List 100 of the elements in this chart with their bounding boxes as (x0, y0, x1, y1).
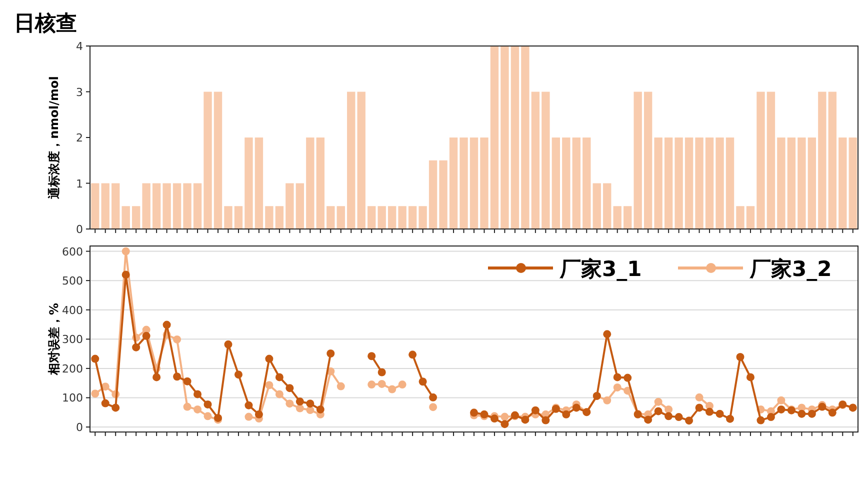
point (296, 404, 304, 412)
bar (654, 138, 662, 229)
bar (244, 138, 253, 229)
point (336, 382, 345, 390)
y-tick-label: 100 (62, 392, 83, 405)
bar (562, 138, 570, 229)
bar (848, 138, 857, 229)
y-tick-label: 300 (62, 333, 83, 346)
legend-label: 厂家3_1 (559, 257, 642, 281)
bar (122, 206, 130, 229)
point (378, 380, 386, 388)
point (204, 412, 212, 420)
point (183, 402, 192, 411)
bar (756, 92, 765, 229)
bar (838, 138, 847, 229)
y-tick-label: 200 (62, 362, 83, 376)
bar (368, 206, 376, 229)
bar (388, 206, 396, 229)
bar (726, 138, 734, 229)
bar (183, 183, 192, 229)
point (603, 396, 612, 404)
bar (490, 46, 499, 229)
bar (224, 206, 232, 229)
point (91, 390, 100, 398)
bar (510, 46, 520, 229)
bar (746, 206, 755, 229)
y-tick-label: 2 (76, 132, 83, 144)
bar (439, 160, 448, 229)
bar (357, 92, 366, 229)
bar (142, 183, 150, 229)
bar (592, 183, 601, 229)
bar (428, 160, 438, 229)
y-tick-label: 3 (76, 86, 83, 99)
bar (286, 183, 294, 229)
bar (162, 183, 171, 229)
bar (716, 138, 724, 229)
bar (684, 138, 694, 229)
point (429, 403, 438, 412)
bar (542, 92, 550, 229)
bar (275, 206, 284, 229)
legend-label: 厂家3_2 (749, 257, 832, 281)
bar (521, 46, 530, 229)
bar (787, 138, 796, 229)
bar (705, 138, 714, 229)
bar (766, 92, 776, 229)
bar (818, 92, 826, 229)
y-axis-title: 通标浓度，nmol/mol (47, 76, 61, 200)
point (194, 405, 202, 414)
point (275, 390, 284, 398)
bar (204, 92, 212, 229)
bar (695, 138, 704, 229)
bar (347, 92, 356, 229)
point (265, 381, 274, 390)
point (654, 398, 662, 406)
y-tick-label: 600 (62, 245, 83, 258)
bar (326, 206, 335, 229)
bar (531, 92, 540, 229)
bar (418, 206, 427, 229)
bar (132, 206, 140, 229)
bar (460, 138, 468, 229)
bar (777, 138, 786, 229)
bar (316, 138, 324, 229)
bar (398, 206, 406, 229)
bar (91, 183, 100, 229)
bar (470, 138, 478, 229)
point (173, 335, 182, 344)
point (500, 412, 509, 421)
bar (296, 183, 304, 229)
bar (674, 138, 683, 229)
bar (172, 183, 182, 229)
point (664, 405, 673, 414)
point (695, 393, 704, 402)
bar (449, 138, 458, 229)
point (613, 383, 622, 392)
bar (500, 46, 509, 229)
bar (552, 138, 560, 229)
point (286, 400, 294, 408)
chart-title: 日核查 (14, 11, 77, 35)
bar (603, 183, 612, 229)
bar (265, 206, 274, 229)
y-tick-label: 500 (62, 274, 83, 288)
bar (152, 183, 161, 229)
bar (234, 206, 243, 229)
y-tick-label: 4 (76, 40, 83, 53)
bar (808, 138, 816, 229)
bar (112, 183, 120, 229)
point (122, 247, 130, 256)
bar (736, 206, 744, 229)
point (244, 412, 253, 421)
y-tick-label: 0 (76, 223, 83, 236)
bar (664, 138, 673, 229)
bar (572, 138, 580, 229)
point (388, 385, 396, 394)
bar (798, 138, 806, 229)
point (398, 380, 406, 389)
bar (378, 206, 386, 229)
bar (828, 92, 836, 229)
bar (644, 92, 652, 229)
y-axis-title: 相对误差，% (47, 302, 61, 376)
bar (306, 138, 314, 229)
